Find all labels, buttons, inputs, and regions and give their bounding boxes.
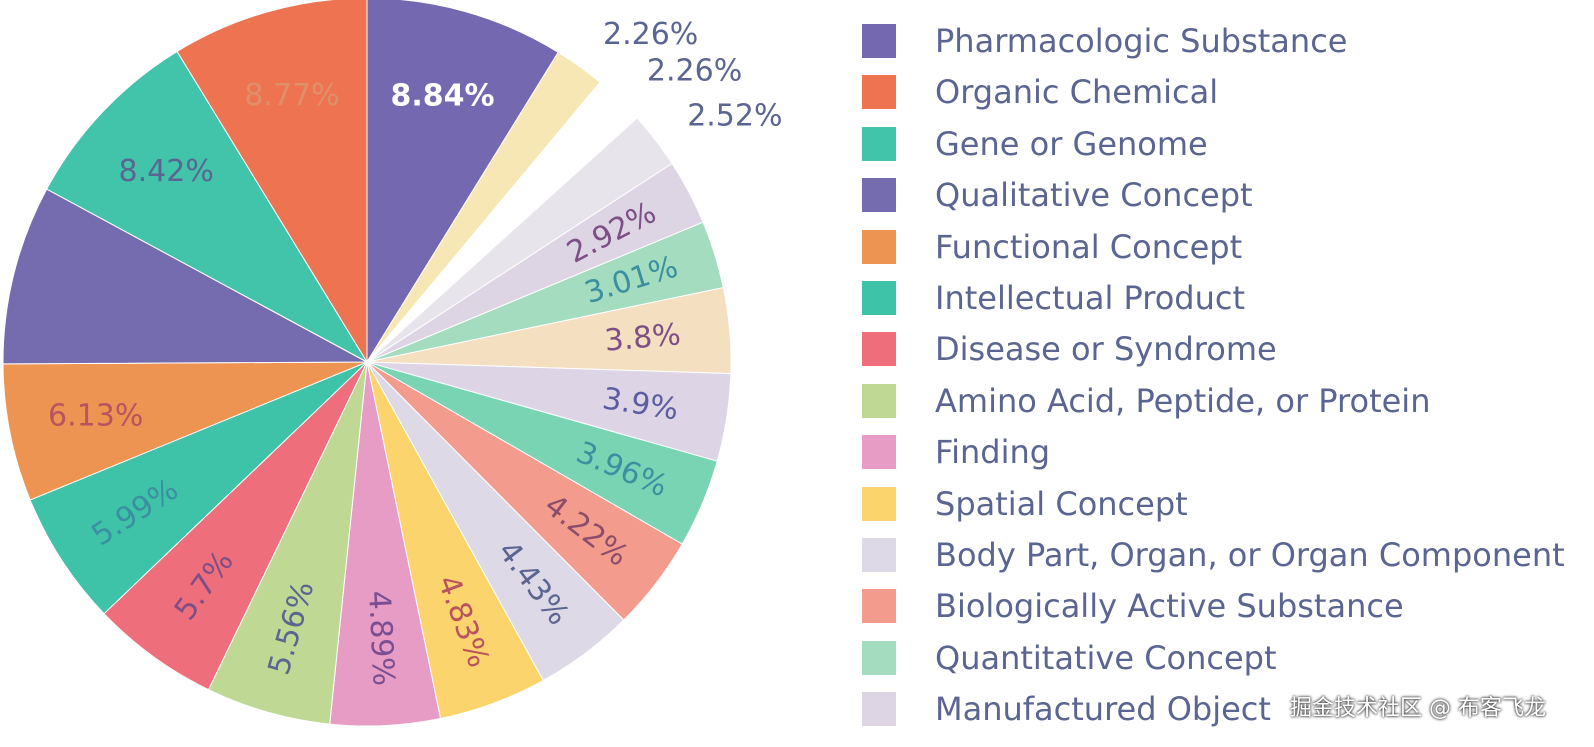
slice-label-12: 4.89% [361,590,401,687]
legend-label: Quantitative Concept [935,638,1277,677]
legend-swatch [862,692,896,727]
legend-label: Pharmacologic Substance [935,22,1348,60]
pie-slice-qualitative-concept-17 [2,188,368,365]
slice-label-18: 8.42% [119,154,214,189]
legend-item-intellectual-product[interactable]: Intellectual Product [862,277,1592,317]
pie-slice-gene-or-genome-18 [46,50,369,364]
legend-swatch [862,75,896,110]
legend-label: Organic Chemical [935,73,1219,112]
legend-label: Intellectual Product [935,279,1246,317]
legend-item-pharmacologic-substance[interactable]: Pharmacologic Substance [862,20,1592,60]
legend-label: Finding [935,433,1051,472]
legend-label: Gene or Genome [935,124,1208,163]
legend-item-biologically-active-substance[interactable]: Biologically Active Substance [862,585,1592,625]
watermark: 掘金技术社区 @ 布客飞龙 [1290,696,1546,721]
legend-item-body-part-organ-or-organ-component[interactable]: Body Part, Organ, or Organ Component [862,534,1592,574]
legend-swatch [862,640,896,675]
legend-item-amino-acid-peptide-or-protein[interactable]: Amino Acid, Peptide, or Protein [862,380,1592,420]
legend-swatch [862,178,896,213]
legend-label: Manufactured Object [935,690,1271,729]
pie-slice-pharmacologic-substance-0 [366,0,559,364]
legend-swatch [862,332,896,367]
slice-label-1: 2.26% [603,17,698,52]
slice-label-19: 8.77% [244,78,339,113]
legend-swatch [862,229,896,264]
legend-item-qualitative-concept[interactable]: Qualitative Concept [862,174,1592,214]
legend-label: Disease or Syndrome [935,330,1277,369]
legend-swatch [862,281,896,315]
legend-swatch [862,538,896,572]
legend-item-gene-or-genome[interactable]: Gene or Genome [862,123,1592,163]
pie-slice-disease-or-syndrome-14 [103,361,368,691]
legend-label: Body Part, Organ, or Organ Component [935,536,1565,574]
slice-label-16: 6.13% [48,399,143,434]
legend-label: Spatial Concept [935,484,1188,523]
legend-label: Qualitative Concept [935,176,1253,215]
pie-slice-intellectual-product-15 [29,361,368,615]
legend-item-organic-chemical[interactable]: Organic Chemical [862,71,1592,111]
legend-label: Functional Concept [935,227,1243,266]
legend-swatch [862,383,896,418]
legend-swatch [862,435,896,470]
pie-chart: 8.84%2.26%2.26%2.52%2.92%3.01%3.8%3.9%3.… [2,0,783,727]
legend-label: Biologically Active Substance [935,587,1404,626]
legend-swatch [862,589,896,624]
legend-item-spatial-concept[interactable]: Spatial Concept [862,483,1592,523]
pie-slice-functional-concept-16 [2,361,368,501]
legend-item-functional-concept[interactable]: Functional Concept [862,226,1592,266]
slice-label-3: 2.52% [687,99,782,134]
slice-label-0: 8.84% [390,78,494,113]
legend-item-finding[interactable]: Finding [862,431,1592,471]
slice-label-6: 3.8% [603,317,682,359]
legend-label: Amino Acid, Peptide, or Protein [935,381,1431,420]
legend-swatch [862,24,896,58]
slice-label-2: 2.26% [647,54,742,89]
legend-item-disease-or-syndrome[interactable]: Disease or Syndrome [862,328,1592,368]
legend-swatch [862,486,896,521]
legend-item-manufactured-object[interactable]: Manufactured Object [862,688,1592,728]
pie-slice-organic-chemical-19 [176,0,368,364]
legend-item-quantitative-concept[interactable]: Quantitative Concept [862,637,1592,677]
legend-swatch [862,126,896,161]
